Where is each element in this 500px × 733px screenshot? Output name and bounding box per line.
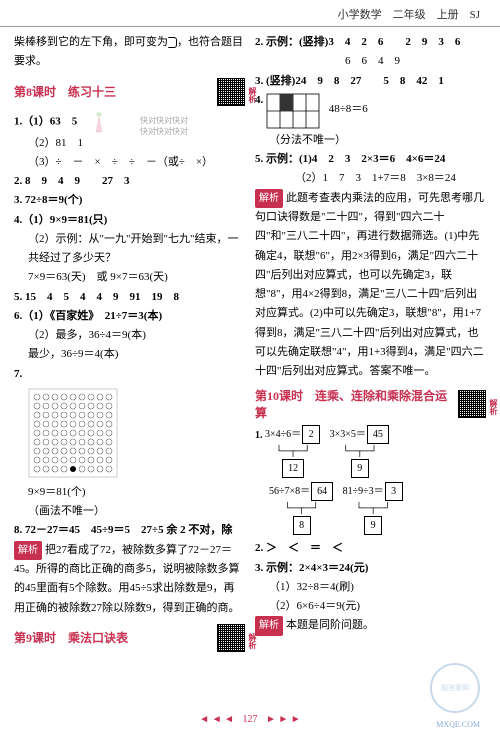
r-q2-text: 2. 示例：(竖排)3 4 2 6 2 9 3 6 [255,36,460,48]
q8-analysis: 解析把27看成了72，被除数多算了72－27＝45。所得的商比正确的商多5，说明… [14,541,245,618]
r-q5-2: （2）1 7 3 1+7＝8 3×8＝24 [255,169,486,188]
r-q5-1: 5. 示例：(1)4 2 3 2×3＝6 4×6＝24 [255,150,486,169]
section-10-label: 第10课时 连乘、连除和乘除混合运算 [255,387,454,421]
watermark-text-small: 快对快对快对 快对快对快对 [140,115,188,137]
f1a-mid: 12 [282,459,304,478]
f1d: 81÷9÷3＝ [343,486,384,497]
f1b-mid: 9 [351,459,369,478]
r-q3r-1: 3. 示例：2×4×3＝24(元) [255,559,486,578]
r-q5-1-text: 5. 示例：(1)4 2 3 2×3＝6 4×6＝24 [255,153,445,165]
qr-code-icon[interactable] [458,390,486,418]
watermark-url: MXQE.COM [436,720,480,729]
r-q3: 3. (竖排)24 9 8 27 5 8 42 1 [255,72,486,91]
r-q3r-ana-text: 本题是同阶问题。 [286,619,374,631]
analysis-tag: 解析 [255,189,283,209]
carrot-icon [90,110,108,134]
page-num-value: 127 [237,714,264,725]
f1a-res: 2 [302,425,320,444]
wm1: 快对快对快对 [140,115,188,126]
flow-row-2: 56÷7×8＝64 └─┬─┘ 8 81÷9÷3＝3 └─┬─┘ 9 [255,482,486,539]
r-q2b: 6 6 4 9 [255,52,486,71]
section-10-title: 第10课时 连乘、连除和乘除混合运算 [255,387,486,421]
r-q4-eq: 48÷8＝6 [329,103,368,115]
r-q3r-analysis: 解析本题是同阶问题。 [255,616,486,636]
r-q4-note: （分法不唯一） [255,131,486,150]
q1-line3: （3）÷ － × ÷ ÷ －（或÷ ×） [14,153,245,172]
q1-line2: （2）81 1 [14,134,245,153]
grid-figure [266,93,320,129]
f1c: 56÷7×8＝ [269,486,310,497]
watermark-stamp: 题答案网 [430,663,480,713]
flow-group-d: 81÷9÷3＝3 └─┬─┘ 9 [343,482,404,535]
q7-prefix: 7. [14,368,22,380]
q1-1: 1.（1）63 5 [14,115,77,127]
q7-eq: 9×9＝81(个) [14,483,245,502]
r-q2: 2. 示例：(竖排)3 4 2 6 2 9 3 6 [255,33,486,52]
page-header: 小学数学 二年级 上册 SJ [0,0,500,27]
q1-line1: 1.（1）63 5 [14,110,245,134]
q6-line1: 6.（1）《百家姓》 21÷7＝3(本) [14,307,245,326]
r-q2r: 2. ＞ ＜ ＝ ＜ [255,539,486,558]
r-q3-text: 3. (竖排)24 9 8 27 5 8 42 1 [255,75,444,87]
f1d-mid: 9 [364,516,382,535]
q3-text: 3. 72÷8＝9(个) [14,194,82,206]
q8-1: 8. 72－27＝45 45÷9＝5 27÷5 余 2 不对，除 [14,524,232,536]
q6-line2: （2）最多，36÷4＝9(本) [14,326,245,345]
f1c-res: 64 [311,482,333,501]
section-8-label: 第8课时 练习十三 [14,83,116,100]
r-q3r-1-text: 3. 示例：2×4×3＝24(元) [255,562,368,574]
q4-line2: （2）示例：从"一九"开始到"七九"结束，一共经过了多少天？ [14,230,245,269]
section-9-label: 第9课时 乘法口诀表 [14,629,128,646]
r-q2r-text: 2. ＞ ＜ ＝ ＜ [255,542,343,554]
flow-row-1: 1. 3×4÷6＝2 └─┬─┘ 12 3×3×5＝45 └─┬─┘ 9 [255,425,486,482]
section-9-title: 第9课时 乘法口诀表 [14,624,245,652]
q8-line1: 8. 72－27＝45 45÷9＝5 27÷5 余 2 不对，除 [14,521,245,540]
r-q5-ana-text: 此题考查表内乘法的应用，可先思考哪几句口诀得数是"二十四"，得到"四六二十四"和… [255,192,484,378]
content-area: 柴棒移到它的左下角，即可变为，也符合题目要求。 第8课时 练习十三 1.（1）6… [0,27,500,662]
r-q3r-3: （2）6×6÷4＝9(元) [255,597,486,616]
r-q5-analysis: 解析此题考查表内乘法的应用，可先思考哪几句口诀得数是"二十四"，得到"四六二十四… [255,189,486,382]
q2-line: 2. 8 9 4 9 27 3 [14,172,245,191]
r-q4: 4. 48÷8＝6 [255,91,486,131]
q7-note: （画法不唯一） [14,502,245,521]
intro-part1: 柴棒移到它的左下角，即可变为 [14,36,168,48]
flow-group-a: 3×4÷6＝2 └─┬─┘ 12 [265,425,321,478]
f1c-mid: 8 [293,516,311,535]
q6-1: 6.（1）《百家姓》 21÷7＝3(本) [14,310,162,322]
page-number: ◄ ◄ ◄ 127 ► ► ► [0,714,500,725]
dots-grid-figure [28,388,118,478]
glyph-two-shape [168,37,177,48]
q8-ana-text: 把27看成了72，被除数多算了72－27＝45。所得的商比正确的商多5，说明被除… [14,544,240,614]
q7-line: 7. [14,365,245,384]
f1b-res: 45 [367,425,389,444]
q4-1: 4.（1）9×9＝81(只) [14,214,107,226]
flow1-prefix: 1. [255,430,263,441]
wm2: 快对快对快对 [140,126,188,137]
analysis-tag: 解析 [255,616,283,636]
qr-code-icon[interactable] [217,78,245,106]
left-column: 柴棒移到它的左下角，即可变为，也符合题目要求。 第8课时 练习十三 1.（1）6… [14,33,245,656]
right-column: 2. 示例：(竖排)3 4 2 6 2 9 3 6 6 6 4 9 3. (竖排… [255,33,486,656]
f1d-res: 3 [385,482,403,501]
q3-line: 3. 72÷8＝9(个) [14,191,245,210]
qr-code-icon[interactable] [217,624,245,652]
q5-text: 5. 15 4 5 4 4 9 91 19 8 [14,291,179,303]
flow-group-c: 56÷7×8＝64 └─┬─┘ 8 [269,482,334,535]
f1a: 3×4÷6＝ [265,429,301,440]
analysis-tag: 解析 [14,541,42,561]
q4-line3: 7×9＝63(天) 或 9×7＝63(天) [14,268,245,287]
flow-group-b: 3×3×5＝45 └─┬─┘ 9 [330,425,390,478]
section-8-title: 第8课时 练习十三 [14,78,245,106]
q4-line1: 4.（1）9×9＝81(只) [14,211,245,230]
q6-line3: 最少，36÷9＝4(本) [14,345,245,364]
q5-line: 5. 15 4 5 4 4 9 91 19 8 [14,288,245,307]
q2-text: 2. 8 9 4 9 27 3 [14,175,130,187]
r-q3r-2: （1）32÷8＝4(刷) [255,578,486,597]
f1b: 3×3×5＝ [330,429,366,440]
intro-text: 柴棒移到它的左下角，即可变为，也符合题目要求。 [14,33,245,72]
